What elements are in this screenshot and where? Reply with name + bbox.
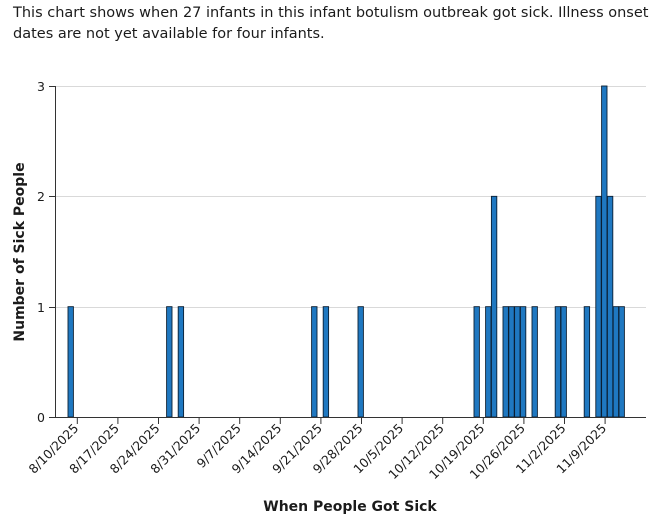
y-tick-label: 0 — [37, 410, 45, 425]
bar — [166, 306, 173, 418]
bar — [606, 195, 614, 418]
y-ticks: 0 1 2 3 — [37, 79, 55, 425]
x-ticks: 8/10/20258/17/20258/24/20258/31/20259/7/… — [25, 417, 609, 482]
y-tick-label: 1 — [37, 300, 45, 315]
bar — [554, 306, 562, 418]
bar — [618, 306, 625, 418]
y-tick-label: 3 — [37, 79, 45, 94]
y-tick-label: 2 — [37, 189, 45, 204]
bar — [612, 306, 620, 418]
bar — [583, 306, 591, 418]
bar — [177, 306, 185, 418]
y-axis-title: Number of Sick People — [12, 162, 28, 341]
bar — [322, 306, 330, 418]
bar — [508, 306, 515, 418]
bar — [357, 306, 364, 418]
x-axis-title: When People Got Sick — [263, 499, 437, 515]
bar — [311, 306, 318, 418]
bar — [490, 195, 498, 418]
bars — [67, 85, 625, 418]
bar — [502, 306, 509, 418]
bar — [601, 85, 608, 418]
bar — [514, 306, 521, 418]
bar — [485, 306, 492, 418]
gridlines — [55, 86, 646, 308]
bar — [560, 306, 567, 418]
bar — [519, 306, 527, 418]
bar — [473, 306, 480, 418]
bar — [67, 306, 74, 418]
chart-caption: This chart shows when 27 infants in this… — [13, 5, 649, 42]
bar — [595, 195, 602, 418]
bar — [531, 306, 538, 418]
